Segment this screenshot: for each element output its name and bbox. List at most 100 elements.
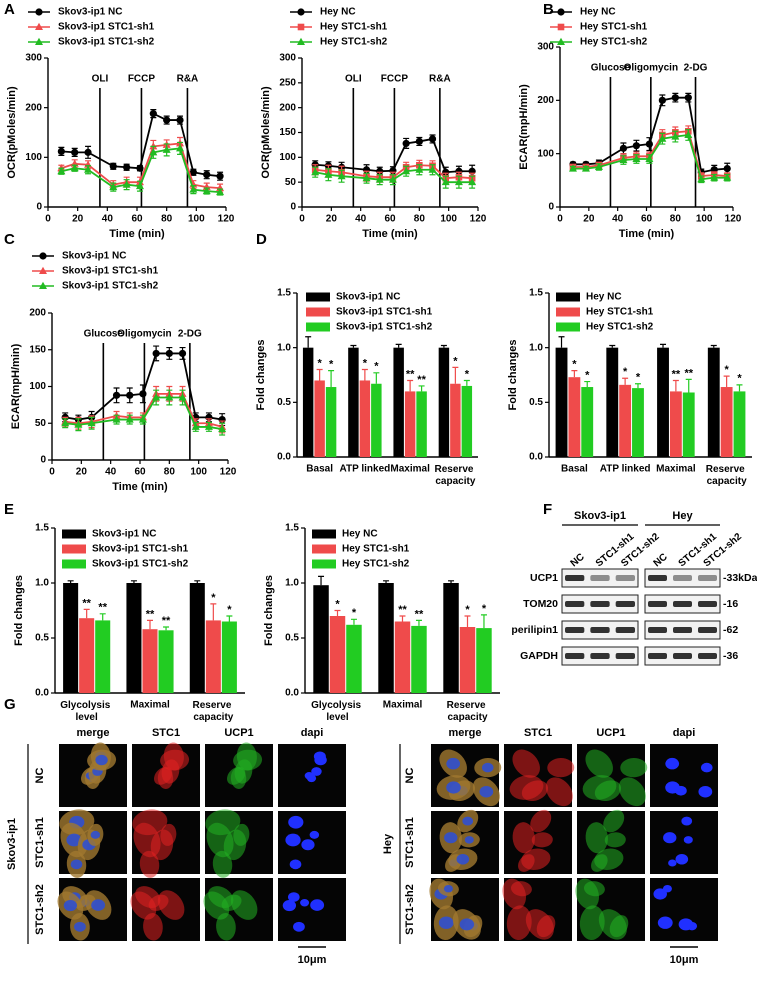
data-point [152, 349, 160, 358]
significance-label: ** [98, 602, 107, 614]
y-axis-label: OCR(pMoles/min) [6, 86, 18, 179]
significance-label: * [572, 359, 577, 371]
error-bar [609, 344, 616, 348]
y-tick-label: 200 [29, 308, 46, 319]
x-tick-label: 0 [49, 467, 55, 478]
cell [531, 832, 553, 848]
blot-band [648, 601, 667, 607]
y-tick-label: 1.5 [285, 523, 299, 534]
data-point [697, 175, 706, 183]
bar [619, 384, 632, 457]
data-point [125, 415, 134, 423]
row-label: STC1-sh2 [34, 884, 46, 935]
x-tick-label: ATP linked [339, 464, 390, 475]
nucleus [481, 762, 494, 773]
data-point [112, 415, 121, 423]
legend-swatch [62, 559, 86, 569]
cell [130, 891, 157, 920]
annotation-label: 2-DG [178, 329, 202, 340]
blot-band [673, 627, 692, 633]
significance-label: * [352, 607, 357, 619]
x-tick-label: Reserve capacity [192, 700, 234, 723]
column-header: STC1 [524, 727, 552, 739]
error-bar [210, 603, 217, 621]
cell [506, 905, 532, 940]
significance-label: * [363, 357, 368, 369]
y-tick-label: 50 [285, 177, 297, 188]
legend-label: Hey STC1-sh2 [586, 322, 654, 333]
legend-label: Hey STC1-sh2 [342, 559, 410, 570]
blot-band [698, 627, 717, 633]
panel-label: C [4, 231, 15, 248]
y-tick-label: 1.0 [277, 342, 291, 353]
bar [632, 388, 644, 457]
bar [411, 625, 427, 693]
nucleus [90, 830, 101, 839]
nucleus [289, 859, 302, 870]
error-bar [99, 613, 106, 621]
error-bar [399, 615, 406, 622]
error-bar [685, 378, 692, 393]
blot-band [698, 601, 717, 607]
x-tick-label: 60 [641, 214, 653, 225]
bar [476, 628, 492, 693]
legend-label: Skov3-ip1 NC [336, 292, 400, 303]
legend-label: Skov3-ip1 STC1-sh1 [92, 544, 189, 555]
error-bar [622, 377, 629, 385]
error-bar [67, 580, 74, 583]
data-point [311, 168, 320, 176]
nucleus [304, 772, 314, 780]
label-line: level [326, 712, 348, 723]
cell-line-label: Skov3-ip1 [6, 818, 18, 870]
cell [233, 823, 250, 846]
bar [329, 616, 346, 693]
significance-label: ** [146, 608, 155, 620]
nucleus [663, 832, 677, 844]
data-point [139, 390, 147, 398]
y-tick-label: 0.5 [35, 633, 49, 644]
row-label: STC1-sh1 [34, 817, 46, 868]
legend-swatch [62, 529, 86, 539]
x-tick-label: 60 [131, 214, 143, 225]
significance-label: * [335, 598, 340, 610]
data-point [428, 165, 437, 173]
panel-label: F [543, 501, 552, 518]
bar [95, 620, 111, 693]
data-point [138, 415, 147, 423]
row-label: NC [404, 768, 416, 784]
data-point [109, 182, 118, 191]
nucleus [479, 785, 494, 798]
error-bar [350, 618, 357, 625]
row-label: STC1-sh1 [404, 817, 416, 868]
legend-label: Skov3-ip1 STC1-sh2 [336, 322, 433, 333]
legend-label: Skov3-ip1 STC1-sh1 [58, 22, 155, 33]
data-point [178, 349, 187, 358]
error-bar [571, 370, 578, 378]
row-label: STC1-sh2 [404, 884, 416, 935]
bar [126, 583, 142, 693]
nucleus [657, 916, 673, 929]
data-point [176, 144, 185, 152]
blot-band [673, 601, 692, 607]
bar [346, 624, 362, 693]
legend-marker [557, 8, 565, 16]
cell [139, 850, 160, 878]
bar [416, 391, 427, 457]
data-point [376, 167, 384, 175]
nucleus [74, 921, 86, 932]
data-point [74, 420, 83, 428]
legend-marker [35, 37, 43, 45]
cell [604, 832, 626, 848]
cell [618, 777, 646, 807]
column-header: STC1 [152, 727, 180, 739]
bar [657, 347, 669, 457]
nucleus [446, 781, 461, 794]
annotation-label: FCCP [128, 74, 156, 85]
legend-marker [35, 8, 43, 16]
blot-band [648, 653, 667, 659]
bar [313, 585, 329, 693]
label-line: capacity [193, 712, 233, 723]
data-point [122, 180, 131, 188]
blot-band [565, 575, 585, 581]
y-tick-label: 1.0 [35, 578, 49, 589]
